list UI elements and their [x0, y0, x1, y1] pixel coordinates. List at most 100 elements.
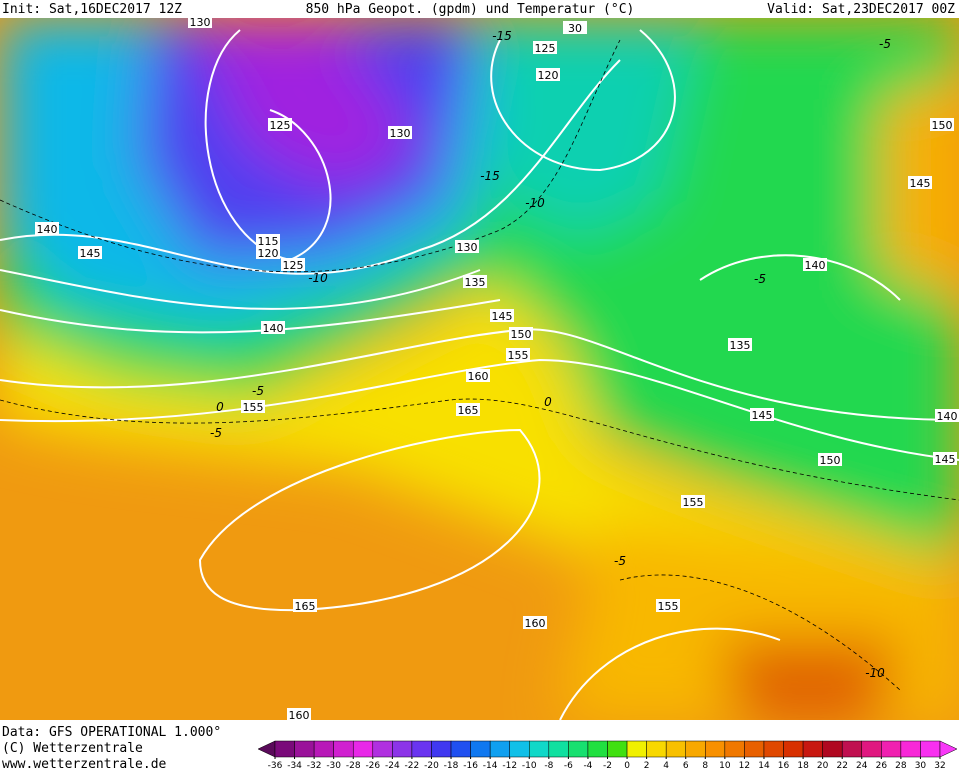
colorbar-arrow [939, 740, 958, 758]
contour-label-box [536, 68, 560, 81]
colorbar-label: -24 [385, 761, 400, 770]
colorbar-swatch [352, 740, 374, 758]
colorbar-label: -28 [346, 761, 361, 770]
geopotential-label: 145 [910, 177, 931, 190]
colorbar-swatch [372, 740, 393, 758]
geopotential-label: 160 [289, 709, 310, 722]
colorbar-swatch [685, 740, 706, 758]
colorbar-swatch [431, 740, 452, 758]
temperature-label: -5 [210, 426, 222, 440]
contour-label-box [908, 176, 932, 189]
temperature-label: -5 [879, 37, 891, 51]
colorbar-swatch [529, 740, 550, 758]
colorbar-swatch [470, 740, 491, 758]
contour-label-box [455, 240, 479, 253]
temperature-label: -10 [865, 666, 885, 680]
geopotential-label: 120 [258, 247, 279, 260]
colorbar-label: 14 [758, 761, 770, 770]
geopotential-label: 115 [258, 235, 279, 248]
temperature-label: -15 [492, 29, 512, 43]
contour-label-box [388, 126, 412, 139]
contour-label-box [933, 452, 957, 465]
colorbar-label: 24 [856, 761, 868, 770]
colorbar-label: -18 [444, 761, 459, 770]
colorbar-label: 2 [644, 761, 650, 770]
contour-label-box [681, 495, 705, 508]
contour-label-box [803, 258, 827, 271]
geopotential-label: 140 [805, 259, 826, 272]
geopotential-label: 140 [263, 322, 284, 335]
colorbar-swatch [333, 740, 354, 758]
contour-label-box [256, 246, 280, 259]
colorbar-label: 18 [797, 761, 809, 770]
contour-label-box [188, 15, 212, 28]
valid-time: Valid: Sat,23DEC2017 00Z [767, 2, 955, 17]
geopotential-label: 120 [538, 69, 559, 82]
colorbar-label: -34 [287, 761, 302, 770]
contour-label-box [456, 403, 480, 416]
colorbar-swatch [313, 740, 334, 758]
contour-label-box [728, 338, 752, 351]
colorbar-swatch [802, 740, 823, 758]
contour-label-box [241, 400, 265, 413]
colorbar-swatch [900, 740, 921, 758]
contour-label-box [256, 234, 280, 247]
colorbar-swatch [665, 740, 686, 758]
contour-label-box [463, 275, 487, 288]
colorbar-label: -6 [564, 761, 573, 770]
contour-label-box [930, 118, 954, 131]
colorbar-swatch [861, 740, 882, 758]
colorbar-swatch [489, 740, 510, 758]
colorbar-swatch [509, 740, 530, 758]
colorbar-label: 0 [624, 761, 630, 770]
colorbar-label: 26 [876, 761, 888, 770]
geopotential-label: 150 [511, 328, 532, 341]
colorbar-label: -12 [502, 761, 517, 770]
contour-label-box [268, 118, 292, 131]
geopotential-label: 125 [283, 259, 304, 272]
contour-label-box [563, 21, 587, 34]
copyright: (C) Wetterzentrale [2, 741, 143, 756]
colorbar-label: 28 [895, 761, 907, 770]
temperature-label: 0 [544, 395, 552, 409]
colorbar-swatch [744, 740, 765, 758]
contour-label-box [506, 348, 530, 361]
geopotential-label: 155 [683, 496, 704, 509]
contour-label-box [523, 616, 547, 629]
temperature-label: 0 [216, 400, 224, 414]
temperature-label: -10 [308, 271, 328, 285]
colorbar-label: -8 [544, 761, 553, 770]
colorbar-label: 12 [739, 761, 750, 770]
colorbar-label: -14 [483, 761, 498, 770]
geopotential-label: 155 [243, 401, 264, 414]
temperature-label: -10 [525, 196, 545, 210]
geopotential-label: 130 [390, 127, 411, 140]
map-field [0, 18, 959, 720]
colorbar-label: 16 [778, 761, 790, 770]
geopotential-label: 140 [937, 410, 958, 423]
geopotential-label: 145 [752, 409, 773, 422]
contour-label-box [78, 246, 102, 259]
contour-label-box [935, 409, 959, 422]
colorbar-label: -30 [326, 761, 341, 770]
temperature-label: -5 [614, 554, 626, 568]
contour-label-box [287, 708, 311, 721]
colorbar-label: 8 [702, 761, 708, 770]
colorbar-label: -32 [307, 761, 322, 770]
contour-label-box [261, 321, 285, 334]
colorbar-swatch [822, 740, 843, 758]
temperature-label: -15 [480, 169, 500, 183]
colorbar-swatch [626, 740, 647, 758]
colorbar-swatch [568, 740, 589, 758]
contour-label-box [35, 222, 59, 235]
colorbar-label: 20 [817, 761, 829, 770]
colorbar-swatch [274, 740, 295, 758]
geopotential-label: 160 [525, 617, 546, 630]
contour-label-box [818, 453, 842, 466]
geopotential-label: 130 [457, 241, 478, 254]
geopotential-label: 160 [468, 370, 489, 383]
geopotential-label: 130 [190, 16, 211, 29]
geopotential-label: 150 [820, 454, 841, 467]
